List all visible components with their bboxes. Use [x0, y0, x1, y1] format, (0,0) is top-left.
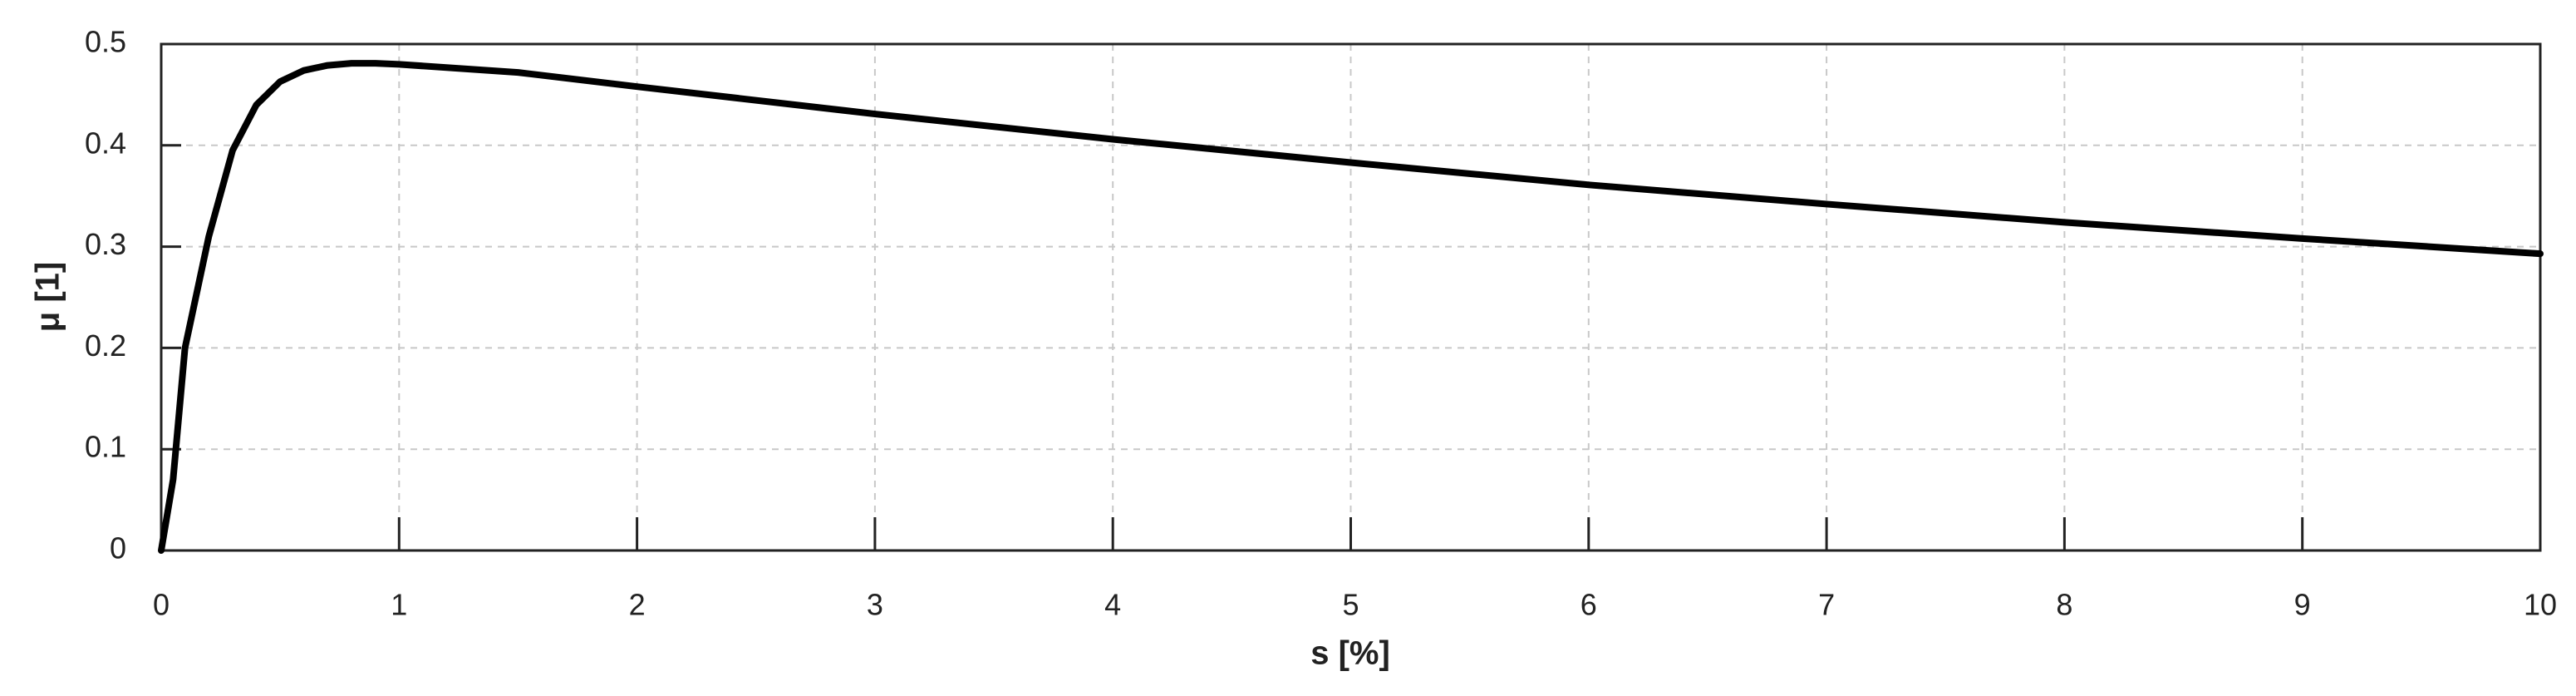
- x-tick-label: 6: [1581, 588, 1597, 622]
- y-tick-label: 0.1: [85, 430, 126, 464]
- y-tick-label: 0.5: [85, 25, 126, 59]
- x-tick-label: 9: [2294, 588, 2311, 622]
- x-tick-label: 7: [1818, 588, 1835, 622]
- y-tick-label: 0.3: [85, 227, 126, 261]
- x-tick-label: 1: [391, 588, 407, 622]
- x-axis-title: s [%]: [1310, 635, 1390, 672]
- y-tick-label: 0: [110, 531, 126, 565]
- x-tick-label: 4: [1104, 588, 1121, 622]
- x-tick-label: 10: [2524, 588, 2557, 622]
- x-tick-label: 3: [867, 588, 883, 622]
- plot-frame: [160, 42, 2542, 552]
- x-tick-label: 8: [2056, 588, 2072, 622]
- y-tick-label: 0.2: [85, 328, 126, 363]
- x-tick-label: 0: [153, 588, 170, 622]
- data-line: [158, 60, 2544, 554]
- y-axis-title: μ [1]: [30, 262, 66, 332]
- y-tick-label: 0.4: [85, 126, 126, 160]
- x-tick-label: 5: [1342, 588, 1359, 622]
- x-tick-label: 2: [629, 588, 646, 622]
